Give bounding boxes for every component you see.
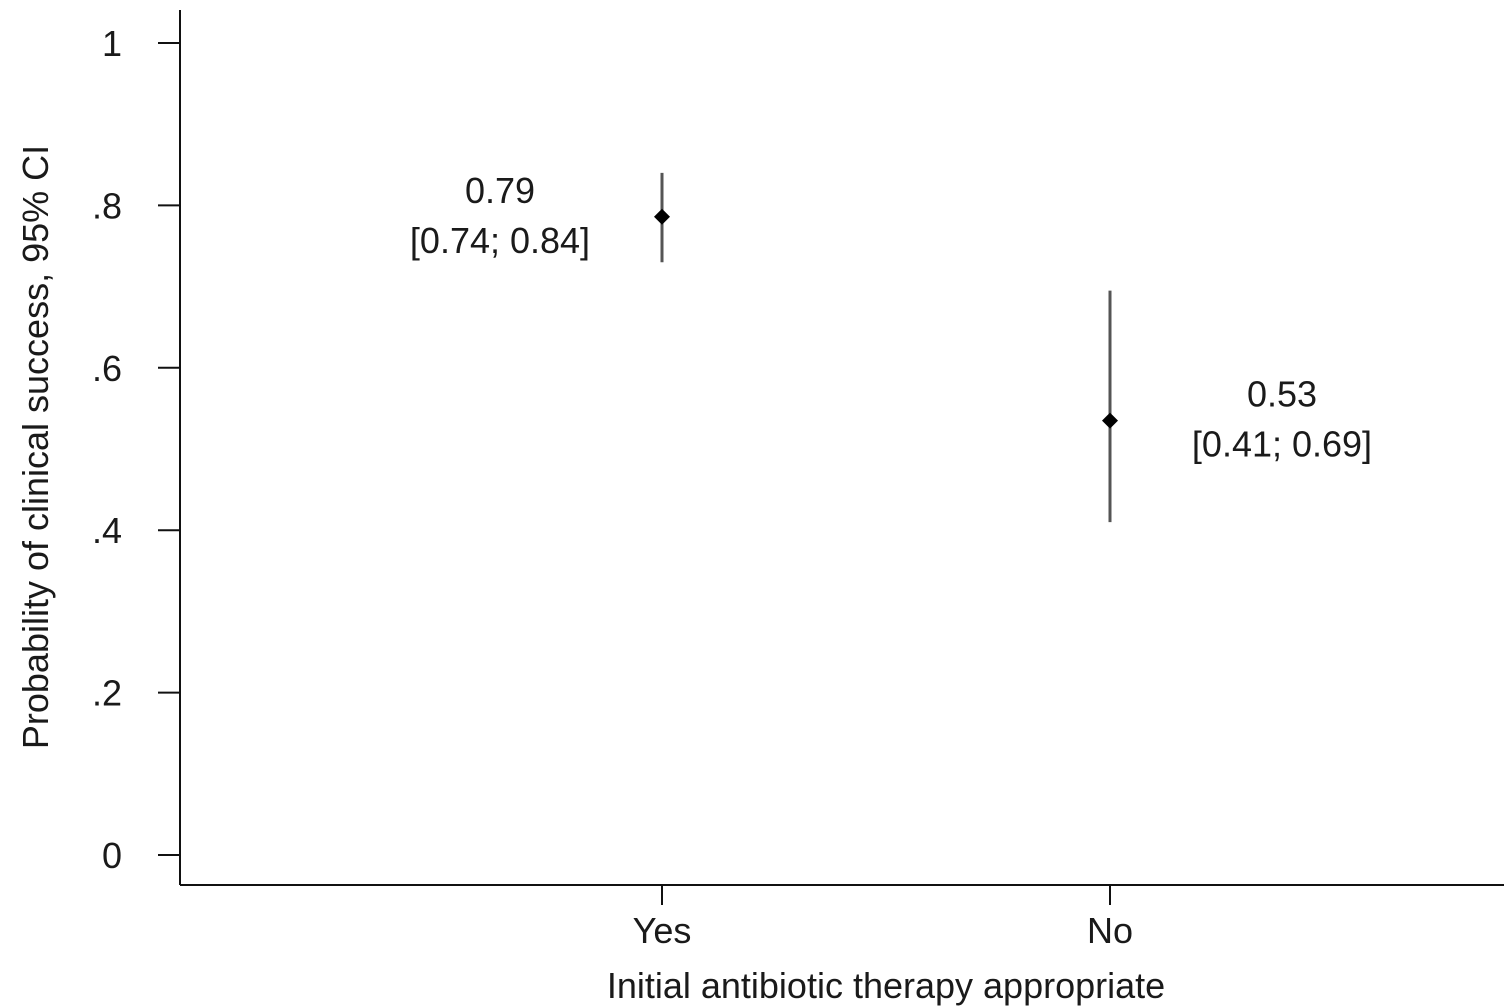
point-value-label: 0.79 — [465, 170, 535, 211]
x-tick-label: Yes — [633, 910, 692, 951]
x-tick-label: No — [1087, 910, 1133, 951]
x-axis-title: Initial antibiotic therapy appropriate — [607, 965, 1165, 1006]
y-tick-label: .2 — [92, 673, 122, 714]
point-ci-label: [0.41; 0.69] — [1192, 424, 1372, 465]
point-marker — [1102, 412, 1118, 429]
y-axis-title: Probability of clinical success, 95% CI — [15, 145, 56, 749]
y-tick-label: .8 — [92, 185, 122, 226]
point-group-yes: 0.79 [0.74; 0.84] — [410, 170, 670, 263]
point-value-label: 0.53 — [1247, 374, 1317, 415]
y-tick-label: .6 — [92, 348, 122, 389]
y-axis: 0 .2 .4 .6 .8 1 — [92, 10, 181, 885]
point-group-no: 0.53 [0.41; 0.69] — [1102, 290, 1372, 523]
y-tick-label: .4 — [92, 510, 122, 551]
y-tick-label: 1 — [102, 23, 122, 64]
x-axis: Yes No — [180, 884, 1504, 951]
data-marks: 0.79 [0.74; 0.84] 0.53 [0.41; 0.69] — [410, 170, 1372, 523]
y-tick-label: 0 — [102, 835, 122, 876]
point-ci-label: [0.74; 0.84] — [410, 220, 590, 261]
point-marker — [654, 208, 670, 225]
